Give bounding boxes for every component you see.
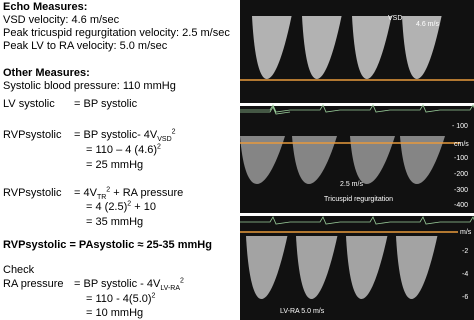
measure: Systolic blood pressure: 110 mmHg [3, 80, 176, 92]
doppler-envelope [246, 236, 288, 299]
doppler-waveforms [240, 16, 474, 299]
doppler-envelope [292, 136, 337, 184]
label: LV systolic [3, 98, 55, 110]
scale-label: - 100 [452, 123, 468, 130]
subscript: TR [96, 194, 107, 202]
ecg-trace [240, 104, 474, 225]
eq-text: = 110 – 4 (4.6) [86, 144, 158, 156]
heading: Other Measures: [3, 67, 90, 79]
equation: = 4VTR2 + RA pressure [74, 186, 184, 202]
scale-label: -300 [454, 187, 468, 194]
label: RVPsystolic [3, 187, 62, 199]
scale-label: -200 [454, 171, 468, 178]
measure: Peak LV to RA velocity: 5.0 m/sec [3, 40, 168, 52]
equation: = BP systolic- 4VVSD2 [74, 128, 176, 144]
conclusion: RVPsystolic = PAsystolic ≈ 25-35 mmHg [3, 239, 212, 251]
measure: VSD velocity: 4.6 m/sec [3, 14, 120, 26]
subscript: VSD [157, 136, 172, 144]
superscript: 2 [171, 128, 176, 136]
doppler-envelope [350, 136, 395, 184]
subscript: LV-RA [160, 285, 181, 293]
doppler-envelope [352, 16, 392, 79]
superscript: 2 [127, 200, 132, 208]
doppler-envelope [252, 16, 292, 79]
doppler-envelope [240, 136, 285, 184]
equation: = 110 - 4(5.0)2 [86, 292, 156, 306]
image-label: 4.6 m/s [416, 21, 439, 28]
scale-label: -4 [462, 271, 468, 278]
scale-label: cm/s [454, 141, 469, 148]
scale-label: m/s [460, 229, 472, 236]
scale-label: -100 [454, 155, 468, 162]
superscript: 2 [180, 277, 184, 285]
scale-label: -400 [454, 202, 468, 209]
doppler-envelope [296, 236, 338, 299]
doppler-envelope [400, 136, 445, 184]
eq-text: = BP systolic- 4V [74, 129, 158, 141]
heading: Check [3, 264, 35, 276]
equation: = 4 (2.5)2 + 10 [86, 200, 156, 214]
eq-text: = 4 (2.5) [86, 201, 128, 213]
label: RVPsystolic [3, 129, 62, 141]
scale-label: -6 [462, 294, 468, 301]
eq-text: + 10 [131, 201, 156, 213]
measure: Peak tricuspid regurgitation velocity: 2… [3, 27, 230, 39]
eq-text: = BP systolic - 4V [74, 278, 161, 290]
eq-text: + RA pressure [110, 187, 184, 199]
scale-label: -2 [462, 248, 468, 255]
echo-images: VSD 4.6 m/s - 100 cm/s -100 -200 -300 -4… [240, 0, 474, 320]
doppler-envelope [302, 16, 342, 79]
label: RA pressure [3, 278, 64, 290]
image-label: Tricuspid regurgitation [324, 196, 393, 203]
image-label: LV-RA 5.0 m/s [280, 308, 325, 315]
eq-text: = 110 - 4(5.0) [86, 293, 152, 305]
equation: = 110 – 4 (4.6)2 [86, 143, 161, 157]
doppler-envelope [396, 236, 438, 299]
equation: = 35 mmHg [86, 216, 144, 228]
equation: = BP systolic [74, 98, 138, 110]
superscript: 2 [106, 186, 111, 194]
image-label: VSD [388, 15, 402, 22]
doppler-envelope [402, 16, 442, 79]
equation: = 25 mmHg [86, 159, 144, 171]
superscript: 2 [157, 143, 161, 151]
doppler-envelope [346, 236, 388, 299]
image-label: 2.5 m/s [340, 181, 363, 188]
eq-text: = 4V [74, 187, 97, 199]
superscript: 2 [151, 292, 156, 300]
equation: = 10 mmHg [86, 307, 144, 319]
heading: Echo Measures: [3, 1, 88, 13]
equation: = BP systolic - 4VLV-RA2 [74, 277, 184, 293]
